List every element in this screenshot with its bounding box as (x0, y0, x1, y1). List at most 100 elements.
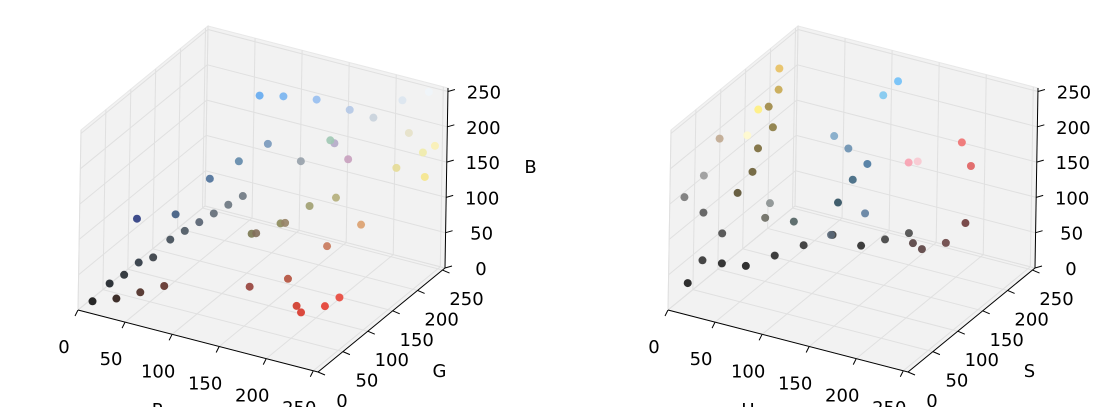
grid-line (312, 266, 441, 372)
grid-line (171, 229, 300, 335)
z-axis-label: B (524, 157, 536, 178)
y-axis-label: G (433, 361, 447, 382)
z-tick (444, 265, 453, 269)
y-axis (317, 267, 446, 373)
grid-line (78, 135, 207, 240)
grid-line (888, 50, 893, 231)
grid-line (177, 48, 182, 229)
grid-line (902, 266, 1031, 372)
grid-line (797, 29, 1039, 93)
z-tick (446, 159, 454, 163)
z-tick-label: 200 (1056, 118, 1090, 139)
z-tick-label: 50 (1060, 224, 1083, 245)
point (754, 144, 762, 153)
point (741, 261, 750, 270)
grid-line (206, 99, 447, 163)
y-tick-label: 50 (355, 371, 378, 392)
grid-line (152, 68, 157, 249)
grid-line (298, 50, 303, 231)
z-tick-label: 250 (467, 83, 501, 104)
grid-line (207, 64, 448, 128)
point (904, 229, 913, 238)
z-tick-label: 0 (475, 259, 486, 280)
subplot: 0501001502002500501001502002500501001502… (58, 24, 537, 407)
point (234, 157, 243, 166)
point (195, 218, 204, 227)
grid-line (855, 254, 984, 360)
point (320, 302, 329, 311)
point (743, 131, 752, 140)
y-tick-label: 50 (945, 371, 968, 392)
x-tick-label: 250 (282, 398, 316, 407)
grid-line (717, 268, 958, 332)
grid-line (796, 99, 1037, 163)
y-tick (1032, 269, 1040, 274)
point (420, 172, 429, 181)
point (917, 245, 926, 254)
point (894, 77, 903, 86)
point (105, 279, 114, 288)
y-tick-label: 250 (449, 289, 483, 310)
x-tick-label: 50 (100, 349, 123, 370)
x-tick (664, 309, 669, 317)
point (765, 199, 774, 208)
grid-line (207, 29, 449, 93)
grid-line (77, 129, 82, 311)
grid-line (204, 205, 446, 269)
point (331, 193, 340, 202)
point (344, 155, 353, 164)
y-tick-label: 200 (1014, 309, 1048, 330)
y-tick (957, 330, 966, 335)
grid-line (692, 289, 934, 353)
y-tick-label: 150 (400, 330, 434, 351)
grid-line (761, 229, 890, 335)
point (748, 167, 757, 176)
point (774, 85, 783, 94)
grid-line (668, 135, 797, 240)
grid-line (205, 170, 446, 234)
grid-line (792, 28, 797, 209)
point (305, 202, 314, 210)
point (680, 193, 689, 202)
grid-line (792, 207, 1033, 271)
subplot: 0501001502002500501001502002500501001502… (648, 24, 1091, 407)
point (768, 123, 777, 132)
z-tick (447, 124, 455, 128)
point (224, 200, 233, 209)
x-tick (899, 370, 904, 378)
x-tick-label: 250 (872, 398, 906, 407)
grid-line (1029, 86, 1034, 267)
y-tick (392, 310, 400, 315)
x-tick (852, 358, 857, 365)
y-tick (417, 289, 425, 294)
x-tick-label: 200 (235, 386, 269, 407)
z-tick-label: 200 (466, 118, 500, 139)
y-tick-label: 150 (990, 330, 1024, 351)
point (699, 171, 708, 180)
y-tick-label: 0 (926, 391, 937, 407)
point (418, 148, 427, 157)
grid-line (667, 205, 796, 311)
grid-line (742, 68, 747, 249)
grid-line (439, 86, 444, 267)
point (761, 213, 770, 222)
grid-line (767, 48, 772, 229)
point (171, 210, 180, 219)
point (205, 174, 214, 183)
point (698, 256, 707, 265)
y-tick (932, 351, 941, 356)
point (718, 229, 727, 238)
point (683, 279, 692, 288)
point (799, 241, 808, 250)
x-tick-label: 200 (825, 386, 859, 407)
y-tick (1007, 289, 1015, 294)
x-tick (168, 334, 173, 341)
point (830, 132, 839, 141)
x-tick (711, 321, 716, 329)
point (715, 134, 724, 143)
point (764, 102, 773, 111)
grid-line (80, 64, 208, 170)
y-tick-label: 100 (965, 350, 999, 371)
point (404, 128, 413, 137)
x-axis (667, 309, 909, 373)
